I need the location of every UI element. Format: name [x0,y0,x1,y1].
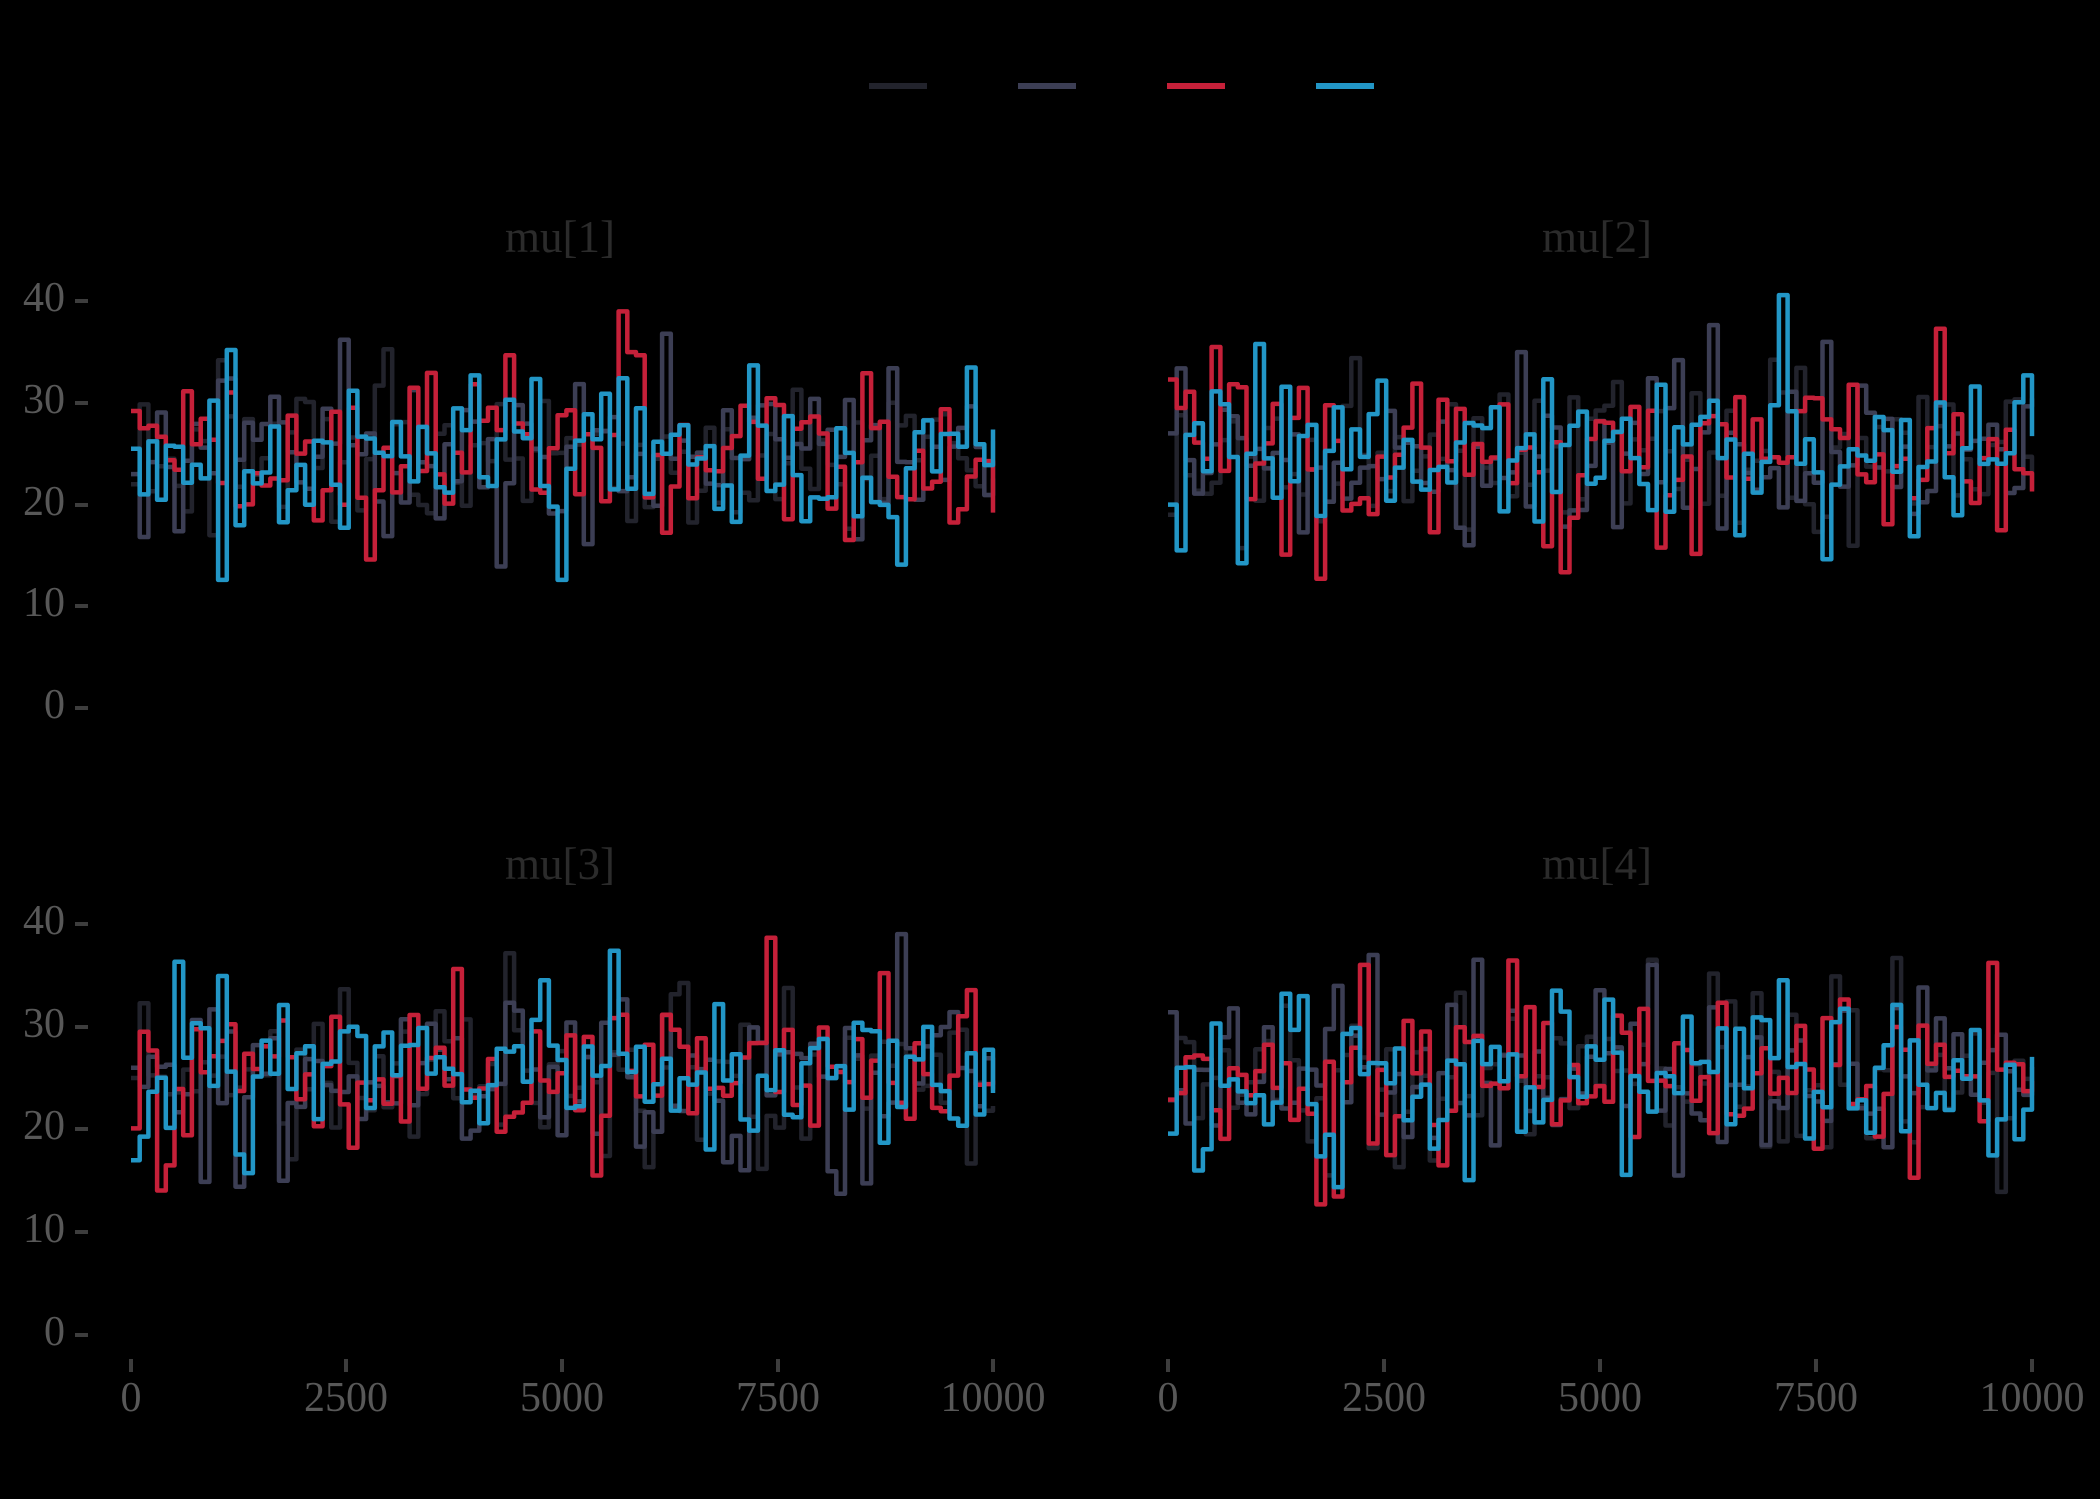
svg-text:0: 0 [121,1375,142,1421]
svg-text:10: 10 [23,580,65,626]
svg-text:2500: 2500 [304,1375,388,1421]
svg-text:mu[4]: mu[4] [1542,839,1652,889]
svg-text:0: 0 [44,1309,65,1355]
svg-text:30: 30 [23,377,65,423]
svg-text:2500: 2500 [1342,1375,1426,1421]
svg-text:40: 40 [23,898,65,944]
svg-text:20: 20 [23,1103,65,1149]
svg-text:mu[3]: mu[3] [505,839,615,889]
svg-text:0: 0 [44,682,65,728]
svg-text:5000: 5000 [1558,1375,1642,1421]
svg-text:0: 0 [1158,1375,1179,1421]
svg-text:7500: 7500 [1774,1375,1858,1421]
svg-text:30: 30 [23,1001,65,1047]
svg-text:5000: 5000 [520,1375,604,1421]
svg-text:10: 10 [23,1206,65,1252]
svg-text:mu[2]: mu[2] [1542,212,1652,262]
svg-text:10000: 10000 [1980,1375,2085,1421]
svg-text:10000: 10000 [941,1375,1046,1421]
svg-text:20: 20 [23,479,65,525]
svg-text:40: 40 [23,275,65,321]
svg-text:mu[1]: mu[1] [505,212,615,262]
svg-text:7500: 7500 [736,1375,820,1421]
